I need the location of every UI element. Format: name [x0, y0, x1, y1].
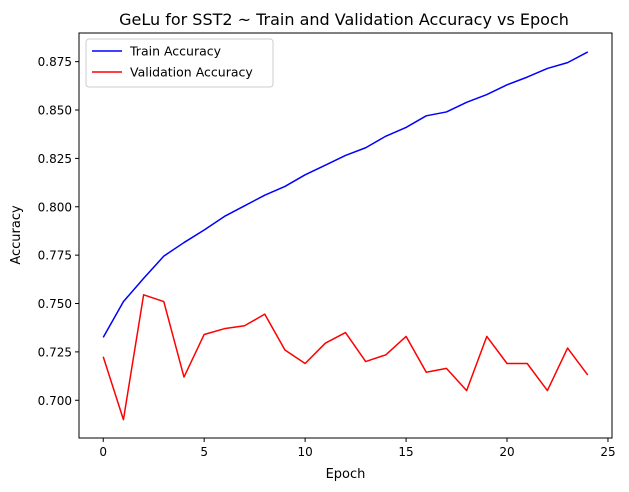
- series-line-train: [102, 51, 589, 338]
- legend-box: [85, 38, 274, 88]
- axes-frame: [78, 32, 613, 439]
- x-tick-label: 15: [398, 445, 413, 459]
- x-tick-label: 25: [600, 445, 615, 459]
- legend-label-train: Train Accuracy: [129, 44, 222, 59]
- y-tick-label: 0.775: [38, 249, 72, 263]
- x-tick-label: 5: [200, 445, 208, 459]
- x-axis-label: Epoch: [326, 467, 366, 482]
- y-tick-label: 0.725: [38, 345, 72, 359]
- y-tick-label: 0.700: [38, 394, 72, 408]
- y-tick-label: 0.825: [38, 152, 72, 166]
- y-tick-label: 0.800: [38, 200, 72, 214]
- x-tick-label: 10: [297, 445, 312, 459]
- legend-label-validation: Validation Accuracy: [130, 65, 253, 80]
- x-axis: 0 5 10 15 20 25: [99, 438, 616, 459]
- series-line-validation: [102, 294, 589, 421]
- y-tick-label: 0.750: [38, 297, 72, 311]
- x-tick-label: 0: [99, 445, 107, 459]
- chart-title: GeLu for SST2 ~ Train and Validation Acc…: [119, 10, 569, 29]
- plot-area: [102, 51, 589, 421]
- y-tick-label: 0.875: [38, 55, 72, 69]
- y-axis: 0.700 0.725 0.750 0.775 0.800 0.825 0.850 0.875: [38, 55, 79, 408]
- legend: Train Accuracy Validation Accuracy: [85, 38, 274, 88]
- y-axis-label: Accuracy: [9, 205, 24, 265]
- x-tick-label: 20: [499, 445, 514, 459]
- y-tick-label: 0.850: [38, 104, 72, 118]
